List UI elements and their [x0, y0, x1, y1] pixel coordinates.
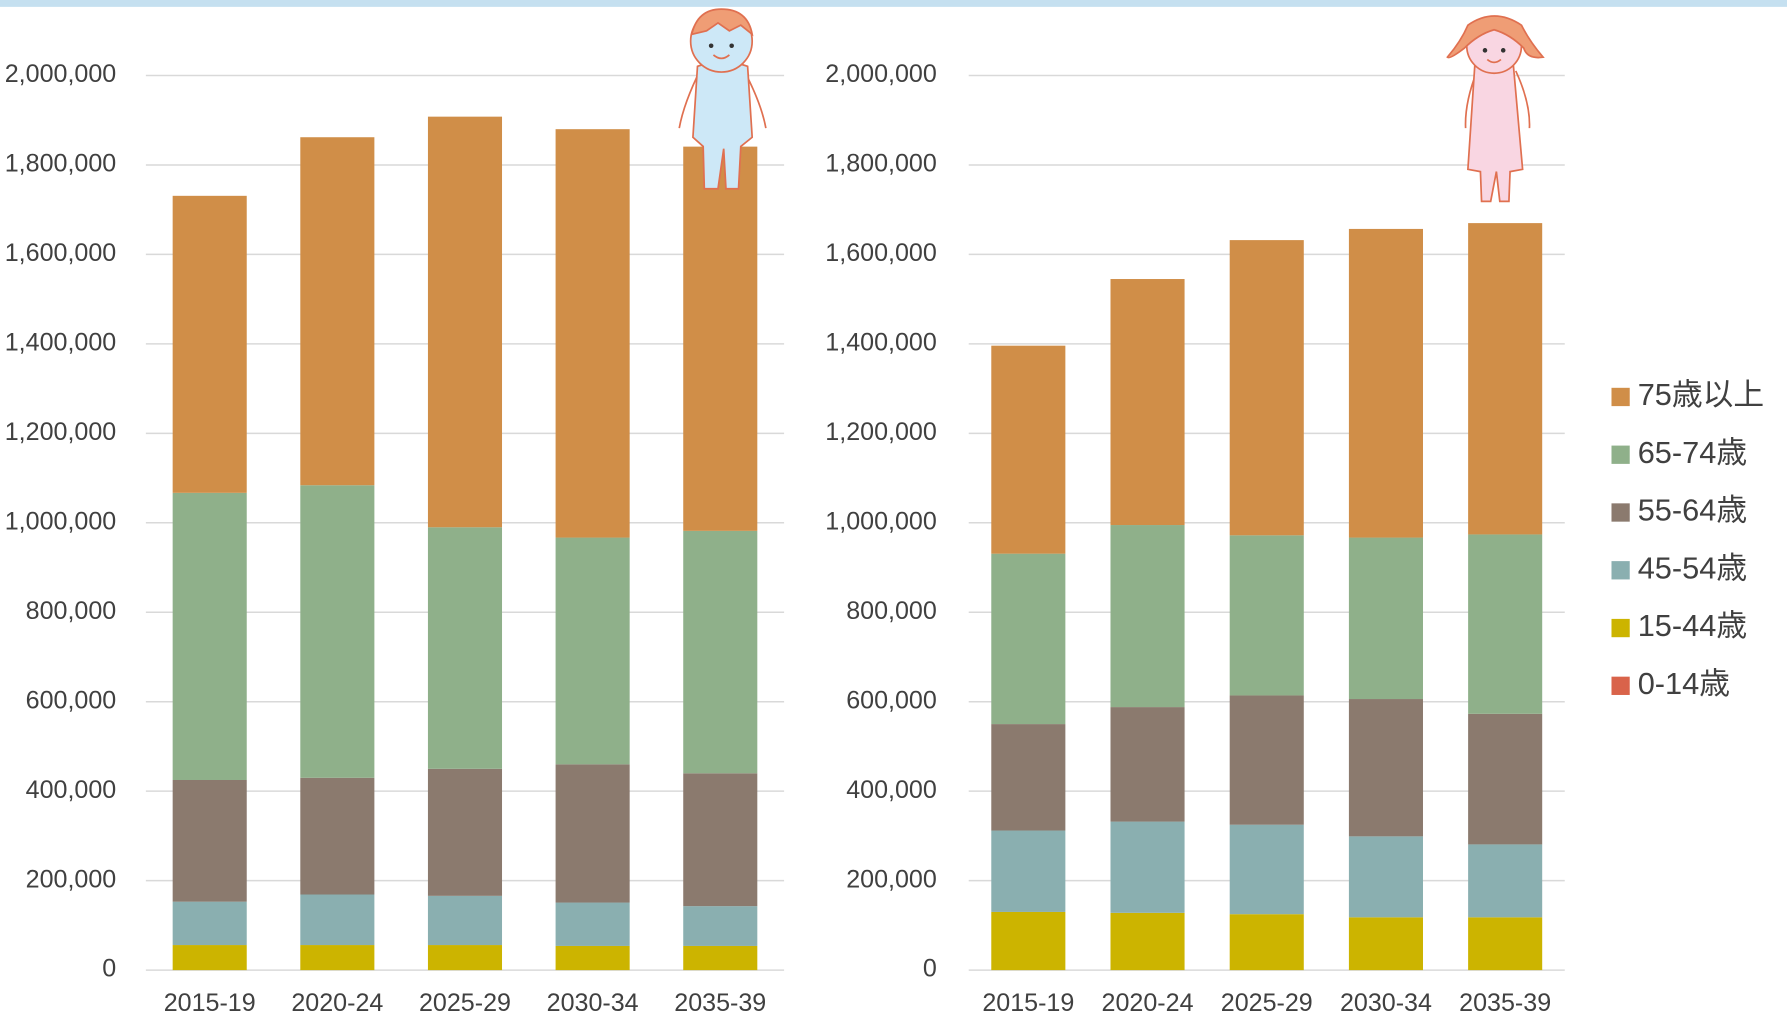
x-tick-label: 2020-24: [291, 989, 383, 1017]
x-tick-label: 2025-29: [419, 989, 511, 1017]
bar-segment: [555, 764, 630, 903]
bar-segment: [1229, 535, 1304, 696]
bar-segment: [300, 777, 375, 895]
y-tick-label: 1,800,000: [5, 150, 117, 178]
bar-segment: [1468, 534, 1543, 714]
bar-segment: [300, 137, 375, 486]
bar-segment: [1348, 228, 1423, 538]
bar-segment: [555, 129, 630, 538]
bar-segment: [300, 945, 375, 971]
bar-segment: [1348, 836, 1423, 918]
bar-segment: [1110, 525, 1185, 708]
bar-segment: [300, 485, 375, 778]
bar-segment: [172, 492, 247, 780]
y-tick-label: 0: [102, 955, 116, 983]
y-tick-label: 600,000: [26, 686, 117, 714]
bar-segment: [555, 537, 630, 765]
bar-segment: [300, 894, 375, 946]
bar-segment: [1468, 844, 1543, 918]
bar-segment: [991, 724, 1066, 831]
bar-segment: [1229, 240, 1304, 536]
bar-segment: [427, 768, 503, 896]
y-tick-label: 2,000,000: [5, 60, 117, 88]
girl-icon: [1446, 15, 1545, 203]
y-tick-label: 1,400,000: [825, 328, 937, 356]
bar-segment: [427, 945, 503, 971]
y-tick-label: 1,800,000: [825, 150, 937, 178]
bar-segment: [1110, 821, 1185, 913]
y-tick-label: 2,000,000: [825, 60, 937, 88]
top-strip: [0, 0, 1787, 7]
legend-label: 65-74歳: [1638, 435, 1747, 470]
legend-swatch: [1611, 387, 1630, 407]
legend-swatch: [1611, 445, 1630, 464]
y-tick-label: 600,000: [846, 686, 937, 714]
x-tick-label: 2020-24: [1102, 989, 1194, 1017]
y-tick-label: 200,000: [846, 865, 937, 893]
legend-swatch: [1611, 618, 1630, 638]
bar-segment: [1468, 713, 1543, 845]
x-tick-label: 2030-34: [1340, 989, 1432, 1017]
bar-segment: [1468, 917, 1543, 971]
bar-segment: [555, 945, 630, 971]
bar-segment: [683, 773, 758, 907]
bar-segment: [172, 901, 247, 946]
y-tick-label: 1,000,000: [825, 507, 937, 535]
legend-label: 75歳以上: [1638, 377, 1764, 412]
x-tick-label: 2035-39: [674, 989, 766, 1017]
legend-swatch: [1611, 561, 1630, 580]
x-tick-label: 2035-39: [1459, 989, 1551, 1017]
bar-segment: [991, 553, 1066, 725]
legend-swatch: [1611, 503, 1630, 522]
bar-segment: [683, 146, 758, 531]
y-tick-label: 800,000: [26, 597, 117, 625]
x-tick-label: 2015-19: [982, 989, 1074, 1017]
y-tick-label: 800,000: [846, 597, 937, 625]
bar-segment: [991, 830, 1066, 912]
bar-segment: [1348, 537, 1423, 700]
bar-segment: [1348, 917, 1423, 971]
legend-label: 45-54歳: [1638, 550, 1747, 585]
y-tick-label: 1,200,000: [5, 418, 117, 446]
bar-segment: [427, 116, 503, 528]
y-tick-label: 1,200,000: [825, 418, 937, 446]
bar-segment: [1229, 695, 1304, 825]
bar-segment: [1348, 699, 1423, 837]
bar-segment: [172, 779, 247, 902]
x-tick-label: 2025-29: [1221, 989, 1313, 1017]
legend-label: 0-14歳: [1638, 666, 1730, 701]
x-tick-label: 2015-19: [164, 989, 256, 1017]
bar-segment: [991, 911, 1066, 971]
bar-segment: [427, 527, 503, 769]
x-tick-label: 2030-34: [547, 989, 639, 1017]
bar-segment: [1229, 824, 1304, 915]
bar-segment: [683, 945, 758, 971]
bar-segment: [172, 195, 247, 493]
y-tick-label: 400,000: [26, 776, 117, 804]
legend-label: 15-44歳: [1638, 608, 1747, 643]
legend-swatch: [1611, 676, 1630, 695]
legend-label: 55-64歳: [1638, 493, 1747, 528]
y-tick-label: 400,000: [846, 776, 937, 804]
y-tick-label: 0: [923, 955, 937, 983]
bar-segment: [1110, 279, 1185, 526]
bar-segment: [683, 906, 758, 946]
bar-segment: [1229, 914, 1304, 971]
boy-icon: [678, 8, 767, 190]
bar-segment: [1468, 223, 1543, 535]
bar-segment: [555, 902, 630, 946]
bar-segment: [683, 530, 758, 774]
y-tick-label: 1,600,000: [825, 239, 937, 267]
bar-segment: [991, 345, 1066, 554]
y-tick-label: 200,000: [26, 865, 117, 893]
bar-segment: [1110, 707, 1185, 822]
bar-segment: [1110, 912, 1185, 971]
bar-segment: [427, 895, 503, 946]
bar-segment: [172, 945, 247, 971]
y-tick-label: 1,600,000: [5, 239, 117, 267]
y-tick-label: 1,400,000: [5, 328, 117, 356]
y-tick-label: 1,000,000: [5, 507, 117, 535]
